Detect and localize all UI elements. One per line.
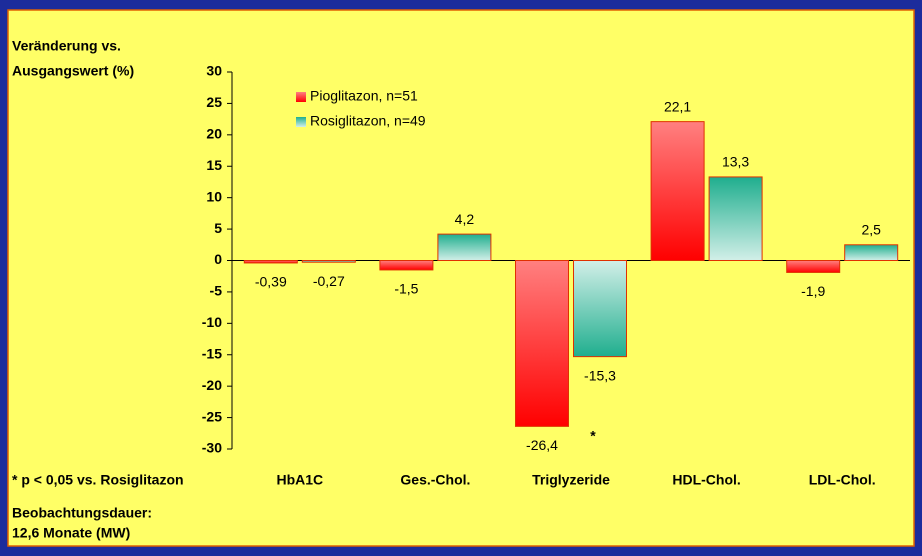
y-tick-label: 25 [206, 94, 222, 110]
value-label: 22,1 [664, 98, 691, 114]
x-tick-label: Ges.-Chol. [400, 472, 470, 488]
y-axis-label: Ausgangswert (%) [12, 63, 134, 79]
legend-label: Pioglitazon, n=51 [310, 88, 418, 104]
y-tick-label: -30 [202, 440, 222, 456]
y-tick-label: 10 [206, 188, 222, 204]
value-label: 13,3 [722, 154, 749, 170]
y-tick-label: 15 [206, 157, 222, 173]
panel [7, 9, 915, 547]
y-tick-label: 30 [206, 63, 222, 79]
value-label: 2,5 [861, 221, 881, 237]
y-tick-label: 20 [206, 126, 222, 142]
value-label: -0,39 [255, 274, 287, 290]
bar [437, 233, 492, 261]
legend-swatch [296, 117, 306, 127]
value-label: 4,2 [455, 211, 475, 227]
x-tick-label: HbA1C [276, 472, 323, 488]
value-label: -1,9 [801, 283, 825, 299]
y-tick-label: -25 [202, 408, 222, 424]
footnote: Beobachtungsdauer: [12, 505, 152, 521]
bar [243, 260, 298, 264]
legend-label: Rosiglitazon, n=49 [310, 113, 426, 129]
bar [515, 260, 569, 427]
bar [708, 176, 763, 262]
value-label: -0,27 [313, 273, 345, 289]
bar [573, 260, 627, 358]
value-label: -15,3 [584, 367, 616, 383]
footnote: * p < 0,05 vs. Rosiglitazon [12, 472, 184, 488]
legend-swatch [296, 92, 306, 102]
bar [650, 121, 705, 261]
bar [844, 244, 899, 262]
annotation: * [590, 428, 596, 444]
x-tick-label: HDL-Chol. [672, 472, 740, 488]
bar [786, 260, 841, 273]
y-tick-label: 5 [214, 220, 222, 236]
value-label: -1,5 [394, 281, 418, 297]
y-tick-label: 0 [214, 251, 222, 267]
y-tick-label: -10 [202, 314, 222, 330]
bar [301, 260, 356, 263]
y-tick-label: -15 [202, 345, 222, 361]
y-tick-label: -20 [202, 377, 222, 393]
footnote: 12,6 Monate (MW) [12, 525, 130, 541]
value-label: -26,4 [526, 437, 558, 453]
x-tick-label: LDL-Chol. [809, 472, 876, 488]
y-tick-label: -5 [210, 283, 223, 299]
bar [379, 260, 434, 271]
y-axis-label: Veränderung vs. [12, 38, 121, 54]
x-tick-label: Triglyzeride [532, 472, 610, 488]
